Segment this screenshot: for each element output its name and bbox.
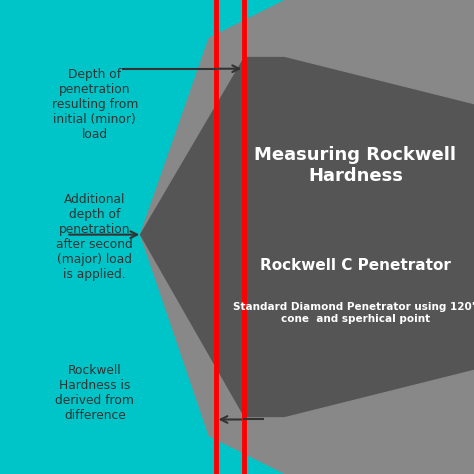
- Text: Rockwell
Hardness is
derived from
difference: Rockwell Hardness is derived from differ…: [55, 365, 134, 422]
- Polygon shape: [140, 57, 474, 417]
- Text: Additional
depth of
penetration
after second
(major) load
is applied.: Additional depth of penetration after se…: [56, 193, 133, 281]
- Text: Measuring Rockwell
Hardness: Measuring Rockwell Hardness: [255, 146, 456, 185]
- Text: Depth of
penetration
resulting from
initial (minor)
load: Depth of penetration resulting from init…: [52, 68, 138, 141]
- Text: Standard Diamond Penetrator using 120"
cone  and sperhical point: Standard Diamond Penetrator using 120" c…: [233, 302, 474, 324]
- Text: Rockwell C Penetrator: Rockwell C Penetrator: [260, 258, 451, 273]
- Polygon shape: [140, 0, 474, 474]
